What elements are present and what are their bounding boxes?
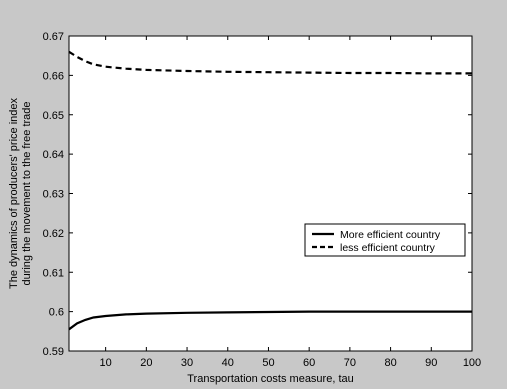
- y-tick-label: 0.65: [43, 110, 64, 122]
- x-tick-label: 60: [303, 357, 315, 369]
- y-tick-label: 0.66: [43, 70, 64, 82]
- y-tick-label: 0.67: [43, 31, 64, 43]
- x-tick-label: 100: [463, 357, 481, 369]
- y-tick-label: 0.63: [43, 189, 64, 201]
- y-tick-label: 0.6: [49, 307, 64, 319]
- y-axis-label-line-1: The dynamics of producers' price index: [8, 97, 20, 289]
- x-tick-label: 80: [384, 357, 396, 369]
- x-tick-label: 90: [425, 357, 437, 369]
- legend-label-less-efficient: less efficient country: [340, 242, 436, 254]
- x-tick-label: 50: [262, 357, 274, 369]
- legend: More efficient country less efficient co…: [304, 223, 466, 257]
- x-tick-label: 70: [344, 357, 356, 369]
- y-tick-label: 0.64: [43, 149, 64, 161]
- x-tick-label: 40: [222, 357, 234, 369]
- legend-label-more-efficient: More efficient country: [340, 229, 441, 241]
- legend-box: [304, 223, 466, 257]
- y-tick-label: 0.59: [43, 346, 64, 358]
- plot-area: [68, 35, 473, 352]
- x-tick-label: 20: [140, 357, 152, 369]
- x-axis-label: Transportation costs measure, tau: [187, 373, 354, 385]
- y-axis-label-line-2: during the movement to the free trade: [21, 101, 33, 285]
- x-tick-label: 30: [181, 357, 193, 369]
- series-line-less-efficient: [68, 50, 472, 75]
- x-tick-label: 10: [100, 357, 112, 369]
- series-line-more-efficient: [68, 310, 472, 331]
- y-tick-label: 0.62: [43, 228, 64, 240]
- y-tick-label: 0.61: [43, 267, 64, 279]
